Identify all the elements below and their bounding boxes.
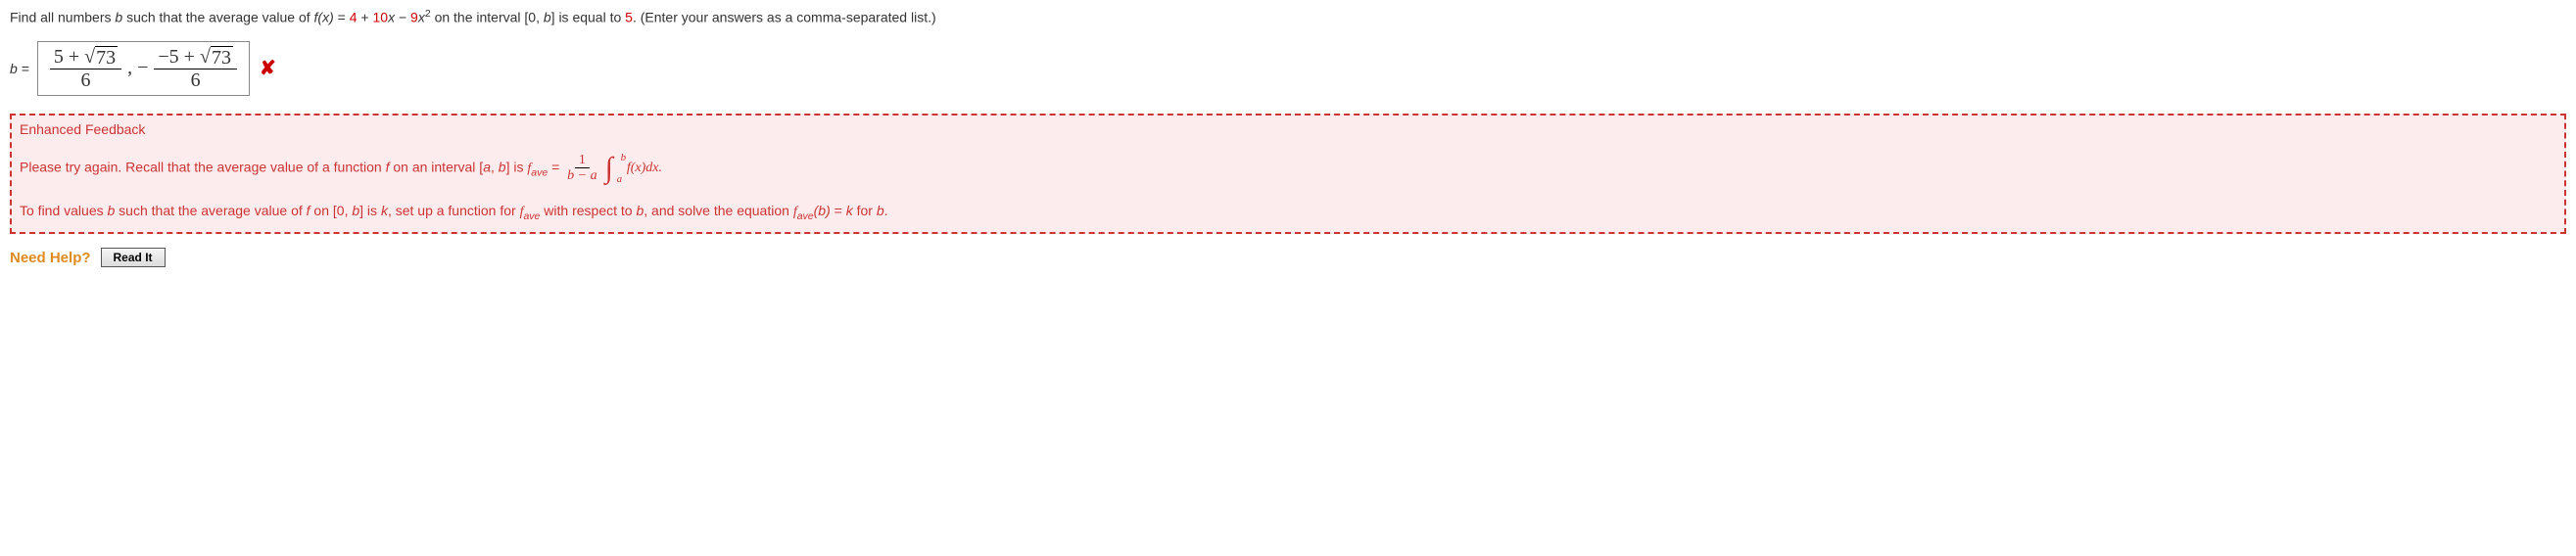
- q-mid3: ] is equal to: [551, 10, 626, 25]
- q-eq: =: [334, 10, 350, 25]
- q-fx: f(x): [314, 10, 334, 25]
- frac2-num-a: −5 +: [158, 46, 200, 68]
- answer-sep: , −: [127, 57, 148, 79]
- fb2-period: .: [884, 203, 888, 218]
- avg-frac-num: 1: [575, 153, 590, 168]
- q-var-b2: b: [544, 10, 551, 25]
- fb2-mid4: , set up a function for: [388, 203, 520, 218]
- avg-frac-den: b − a: [563, 168, 600, 183]
- q-plus1: +: [358, 10, 373, 25]
- frac1-den: 6: [76, 70, 94, 91]
- q-coef10: 10: [373, 10, 389, 25]
- q-x2: x: [418, 10, 425, 25]
- frac1-num-a: 5 +: [54, 46, 84, 68]
- avg-formula: 1 b − a ∫ b a f(x)dx.: [563, 153, 662, 184]
- q-coef9: 9: [410, 10, 418, 25]
- q-pre: Find all numbers: [10, 10, 115, 25]
- fb2-mid5: with respect to: [540, 203, 636, 218]
- fb2-mid6: , and solve the equation: [644, 203, 793, 218]
- question-text: Find all numbers b such that the average…: [10, 8, 2566, 25]
- answer-frac-1: 5 + √73 6: [50, 46, 121, 91]
- answer-row: b = 5 + √73 6 , − −5 + √73 6 ✘: [10, 41, 2566, 96]
- fb2-mid3: ] is: [359, 203, 381, 218]
- help-row: Need Help? Read It: [10, 248, 2566, 267]
- fb2-tail: for: [853, 203, 877, 218]
- fb2-pre: To find values: [20, 203, 108, 218]
- frac2-den: 6: [187, 70, 205, 91]
- fb2-eq: =: [831, 203, 846, 218]
- need-help-label: Need Help?: [10, 250, 91, 266]
- answer-lhs: b =: [10, 61, 29, 76]
- answer-input[interactable]: 5 + √73 6 , − −5 + √73 6: [37, 41, 250, 96]
- integral-icon: ∫: [605, 152, 613, 184]
- fb2-b2: b: [352, 203, 359, 218]
- feedback-line-2: To find values b such that the average v…: [20, 203, 2556, 222]
- q-c1: 4: [350, 10, 358, 25]
- fb-ave-sub: ave: [531, 166, 548, 178]
- q-minus: −: [395, 10, 410, 25]
- fb1-mid1: on an interval [: [389, 159, 483, 174]
- q-tail: . (Enter your answers as a comma-separat…: [633, 10, 936, 25]
- frac2-num-rad: 73: [211, 46, 233, 69]
- feedback-box: Enhanced Feedback Please try again. Reca…: [10, 114, 2566, 235]
- fb2-b4: b: [877, 203, 884, 218]
- fb2-k2: k: [846, 203, 853, 218]
- fb1-mid2: ] is: [506, 159, 528, 174]
- q-kval: 5: [625, 10, 633, 25]
- read-it-button[interactable]: Read It: [101, 248, 166, 267]
- incorrect-icon: ✘: [260, 56, 276, 80]
- answer-frac-2: −5 + √73 6: [154, 46, 237, 91]
- fb2-k: k: [381, 203, 388, 218]
- fb-b: b: [499, 159, 506, 174]
- fb-eq: =: [548, 159, 563, 174]
- fb2-faveb: (b): [814, 203, 831, 218]
- q-mid2: on the interval [0,: [431, 10, 544, 25]
- feedback-title: Enhanced Feedback: [20, 121, 2556, 137]
- q-mid1: such that the average value of: [122, 10, 313, 25]
- int-upper: b: [621, 152, 627, 163]
- int-lower: a: [617, 173, 623, 185]
- integrand: f(x)dx.: [627, 161, 662, 176]
- frac1-num-rad: 73: [95, 46, 118, 69]
- fb-a: a: [483, 159, 491, 174]
- fb2-ave-sub: ave: [523, 210, 540, 222]
- fb2-ave-sub2: ave: [797, 210, 814, 222]
- fb-comma: ,: [491, 159, 499, 174]
- feedback-line-1: Please try again. Recall that the averag…: [20, 153, 2556, 184]
- fb1-pre: Please try again. Recall that the averag…: [20, 159, 386, 174]
- fb2-mid2: on [0,: [310, 203, 353, 218]
- fb2-mid1: such that the average value of: [115, 203, 306, 218]
